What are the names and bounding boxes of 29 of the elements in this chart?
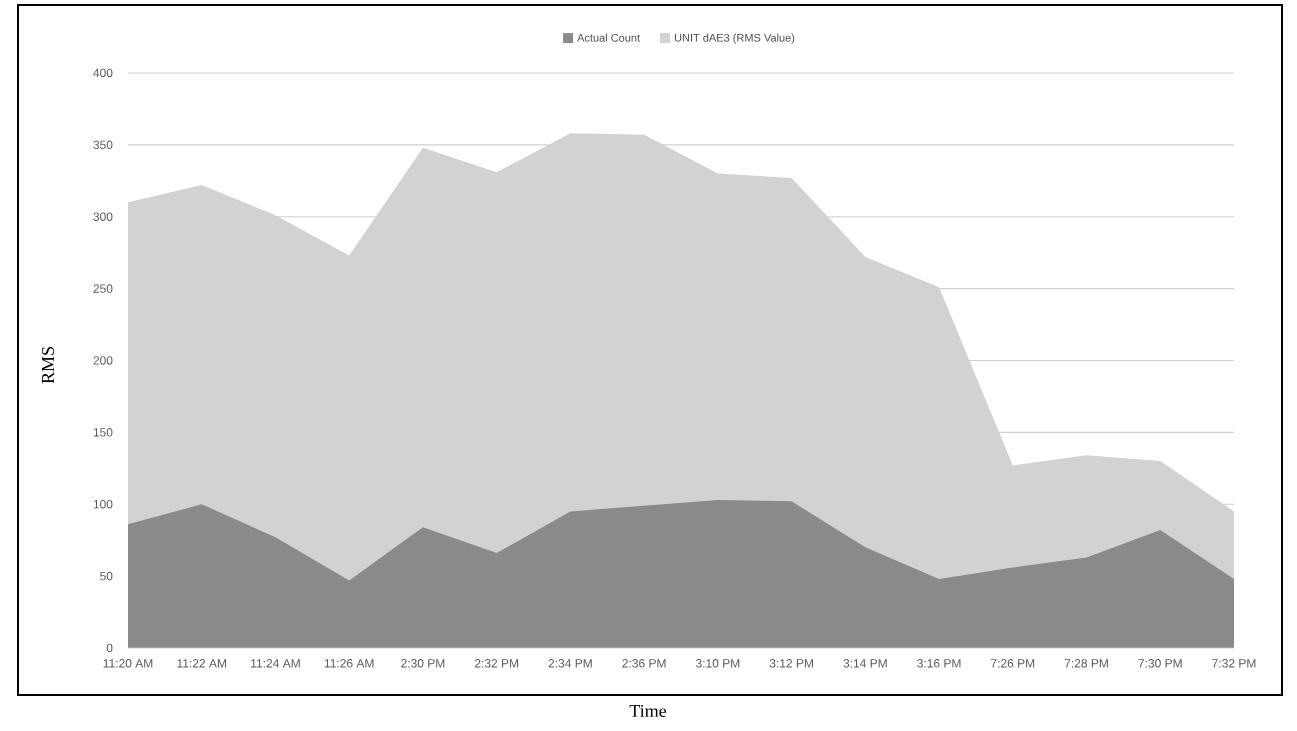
x-tick-label: 7:26 PM bbox=[991, 659, 1035, 668]
x-tick-label: 2:36 PM bbox=[622, 659, 666, 668]
x-axis-title: Time bbox=[629, 704, 667, 718]
legend-label: UNIT dAE3 (RMS Value) bbox=[674, 33, 795, 44]
y-tick-label: 50 bbox=[100, 571, 113, 581]
x-tick-label: 7:32 PM bbox=[1212, 659, 1256, 668]
x-tick-label: 2:34 PM bbox=[548, 659, 592, 668]
x-tick-label: 3:10 PM bbox=[696, 659, 740, 668]
y-tick-label: 150 bbox=[93, 428, 113, 437]
x-tick-label: 3:16 PM bbox=[917, 659, 961, 668]
y-tick-label: 200 bbox=[93, 356, 113, 365]
x-tick-label: 11:26 AM bbox=[324, 659, 374, 668]
x-tick-label: 11:24 AM bbox=[251, 659, 300, 668]
x-tick-label: 11:20 AM bbox=[103, 659, 153, 668]
y-tick-label: 400 bbox=[93, 68, 113, 78]
x-tick-label: 7:30 PM bbox=[1138, 659, 1182, 668]
x-tick-label: 2:32 PM bbox=[474, 659, 519, 668]
y-axis-title: RMS bbox=[41, 347, 55, 384]
y-tick-label: 300 bbox=[93, 212, 113, 221]
y-tick-label: 350 bbox=[93, 140, 113, 150]
x-tick-label: 3:12 PM bbox=[769, 659, 813, 668]
x-tick-label: 11:22 AM bbox=[177, 659, 226, 668]
x-tick-label: 3:14 PM bbox=[843, 659, 887, 668]
x-tick-label: 7:28 PM bbox=[1064, 659, 1108, 668]
x-tick-label: 2:30 PM bbox=[401, 659, 445, 668]
legend-label: Actual Count bbox=[577, 33, 640, 42]
y-tick-label: 100 bbox=[93, 499, 113, 509]
y-tick-label: 250 bbox=[93, 284, 113, 293]
y-tick-label: 0 bbox=[106, 643, 113, 653]
